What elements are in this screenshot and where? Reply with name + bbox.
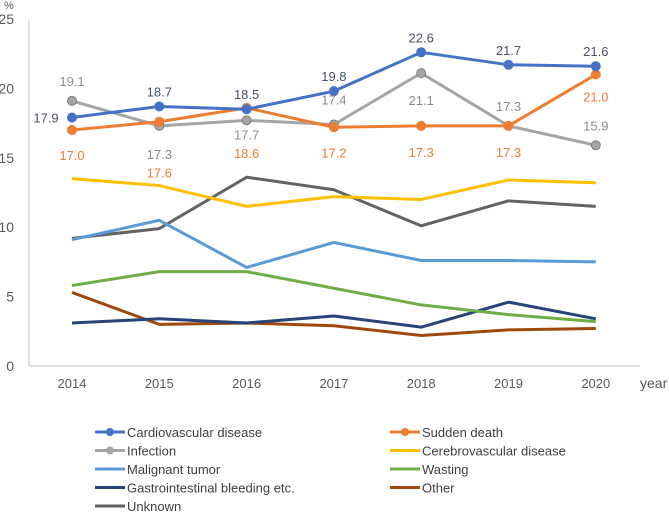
x-axis-title: year bbox=[640, 375, 668, 391]
y-tick-label: 25 bbox=[0, 11, 14, 27]
legend-label: Cardiovascular disease bbox=[127, 425, 262, 440]
legend-label: Malignant tumor bbox=[127, 462, 221, 477]
series-line-unknown bbox=[71, 175, 596, 240]
x-tick-label: 2016 bbox=[232, 376, 261, 391]
data-label: 19.8 bbox=[321, 69, 346, 84]
data-label: 17.0 bbox=[59, 148, 84, 163]
y-tick-label: 15 bbox=[0, 150, 14, 166]
data-label: 17.4 bbox=[321, 92, 346, 107]
data-label: 21.7 bbox=[496, 43, 521, 58]
data-label: 17.7 bbox=[234, 127, 259, 142]
legend-marker bbox=[106, 446, 114, 455]
legend-label: Sudden death bbox=[422, 425, 503, 440]
data-label: 21.1 bbox=[409, 93, 434, 108]
data-point-cardiovascular-disease bbox=[328, 86, 339, 97]
legend-item: Unknown bbox=[95, 499, 181, 514]
data-label: 17.2 bbox=[321, 145, 346, 160]
data-label: 21.6 bbox=[583, 44, 608, 59]
data-point-cardiovascular-disease bbox=[416, 47, 427, 58]
data-point-cardiovascular-disease bbox=[67, 112, 77, 123]
data-label: 17.3 bbox=[409, 145, 434, 160]
data-point-infection bbox=[590, 140, 601, 151]
legend-item: Infection bbox=[95, 444, 176, 459]
y-tick-label: 0 bbox=[6, 358, 14, 374]
data-point-cardiovascular-disease bbox=[154, 101, 165, 112]
y-tick-label: 20 bbox=[0, 80, 14, 96]
data-point-sudden-death bbox=[67, 125, 77, 136]
legend-marker bbox=[401, 428, 409, 436]
x-tick-label: 2020 bbox=[581, 376, 610, 391]
data-label: 17.9 bbox=[33, 111, 58, 126]
legend-marker bbox=[106, 428, 114, 436]
legend-item: Cardiovascular disease bbox=[95, 425, 262, 440]
data-point-cardiovascular-disease bbox=[241, 104, 252, 115]
x-tick-label: 2015 bbox=[145, 376, 174, 391]
y-axis-unit-label: % bbox=[4, 0, 14, 12]
legend-label: Gastrointestinal bleeding etc. bbox=[127, 481, 295, 496]
legend-label: Wasting bbox=[422, 462, 468, 477]
data-label: 21.0 bbox=[583, 90, 608, 105]
x-tick-label: 2018 bbox=[407, 376, 436, 391]
data-point-infection bbox=[67, 95, 77, 106]
data-point-sudden-death bbox=[416, 120, 427, 131]
data-point-sudden-death bbox=[328, 122, 339, 133]
data-point-cardiovascular-disease bbox=[503, 59, 514, 70]
legend-item: Other bbox=[390, 481, 455, 496]
data-point-infection bbox=[416, 68, 427, 79]
data-label: 18.7 bbox=[147, 84, 172, 99]
legend-item: Cerebrovascular disease bbox=[390, 444, 566, 459]
y-tick-label: 5 bbox=[6, 289, 14, 305]
legend-item: Wasting bbox=[390, 462, 468, 477]
legend-label: Infection bbox=[127, 444, 176, 459]
legend-label: Cerebrovascular disease bbox=[422, 444, 566, 459]
legend-label: Unknown bbox=[127, 499, 181, 514]
series-line-wasting bbox=[71, 270, 596, 324]
legend-label: Other bbox=[422, 481, 455, 496]
data-point-sudden-death bbox=[154, 116, 165, 127]
x-tick-label: 2014 bbox=[58, 376, 87, 391]
legend-item: Malignant tumor bbox=[95, 462, 221, 477]
data-label: 18.5 bbox=[234, 87, 259, 102]
x-tick-label: 2017 bbox=[319, 376, 348, 391]
data-label: 17.3 bbox=[496, 145, 521, 160]
series-line-malignant-tumor bbox=[71, 218, 596, 269]
data-label: 15.9 bbox=[583, 118, 608, 133]
legend-item: Gastrointestinal bleeding etc. bbox=[95, 481, 295, 496]
data-point-sudden-death bbox=[590, 69, 601, 80]
series-line-other bbox=[71, 291, 596, 337]
legend-item: Sudden death bbox=[390, 425, 503, 440]
data-label: 17.3 bbox=[496, 99, 521, 114]
data-label: 22.6 bbox=[409, 30, 434, 45]
data-point-cardiovascular-disease bbox=[590, 61, 601, 72]
data-point-infection bbox=[241, 115, 252, 126]
series-line-cerebrovascular-disease bbox=[71, 177, 596, 208]
data-label: 18.6 bbox=[234, 146, 259, 161]
series-line-gastrointestinal-bleeding-etc bbox=[71, 300, 597, 329]
data-point-sudden-death bbox=[503, 120, 514, 131]
y-tick-label: 10 bbox=[0, 219, 14, 235]
data-label: 17.3 bbox=[147, 147, 172, 162]
x-tick-label: 2019 bbox=[494, 376, 523, 391]
data-label: 17.6 bbox=[147, 166, 172, 181]
data-label: 19.1 bbox=[59, 74, 84, 89]
